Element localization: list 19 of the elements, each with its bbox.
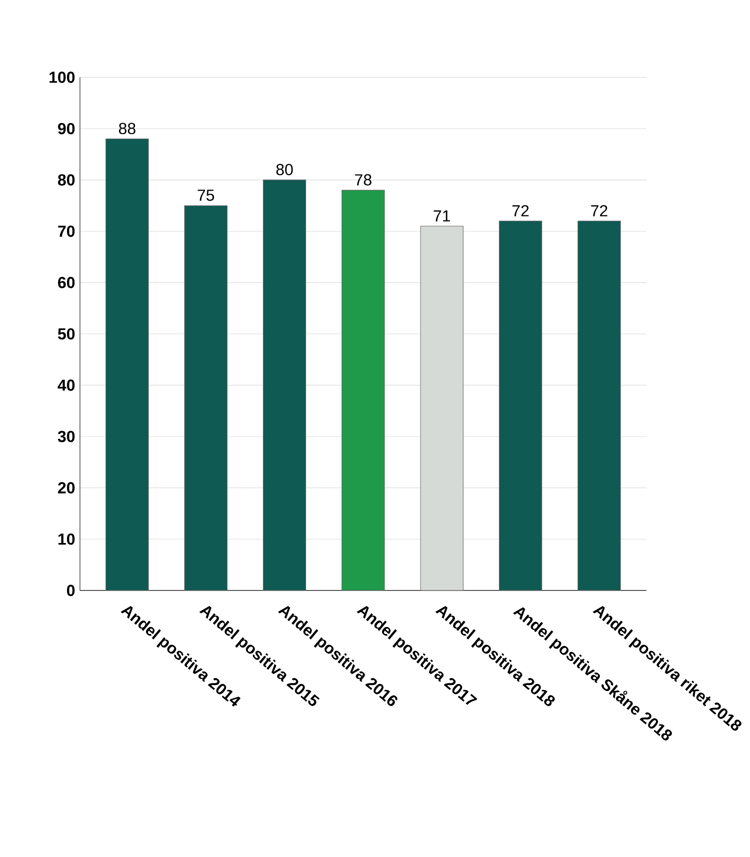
data-label: 78 xyxy=(355,174,372,186)
data-label: 88 xyxy=(119,122,136,134)
y-tick-label: 0 xyxy=(67,584,75,596)
y-tick-label: 10 xyxy=(58,533,75,545)
bar xyxy=(263,180,306,590)
y-tick-label: 100 xyxy=(50,72,75,83)
y-tick-label: 80 xyxy=(58,174,75,186)
data-label: 80 xyxy=(276,164,293,176)
y-tick-label: 50 xyxy=(58,328,75,340)
data-label: 75 xyxy=(198,190,214,201)
y-tick-label: 70 xyxy=(58,226,75,237)
data-label: 72 xyxy=(512,205,529,216)
y-tick-label: 90 xyxy=(58,122,75,134)
data-label: 71 xyxy=(434,210,450,222)
data-label: 72 xyxy=(591,205,608,216)
y-tick-label: 40 xyxy=(58,380,75,391)
y-tick-label: 30 xyxy=(58,430,75,442)
y-tick-label: 20 xyxy=(58,482,75,494)
y-tick-label: 60 xyxy=(58,276,75,288)
